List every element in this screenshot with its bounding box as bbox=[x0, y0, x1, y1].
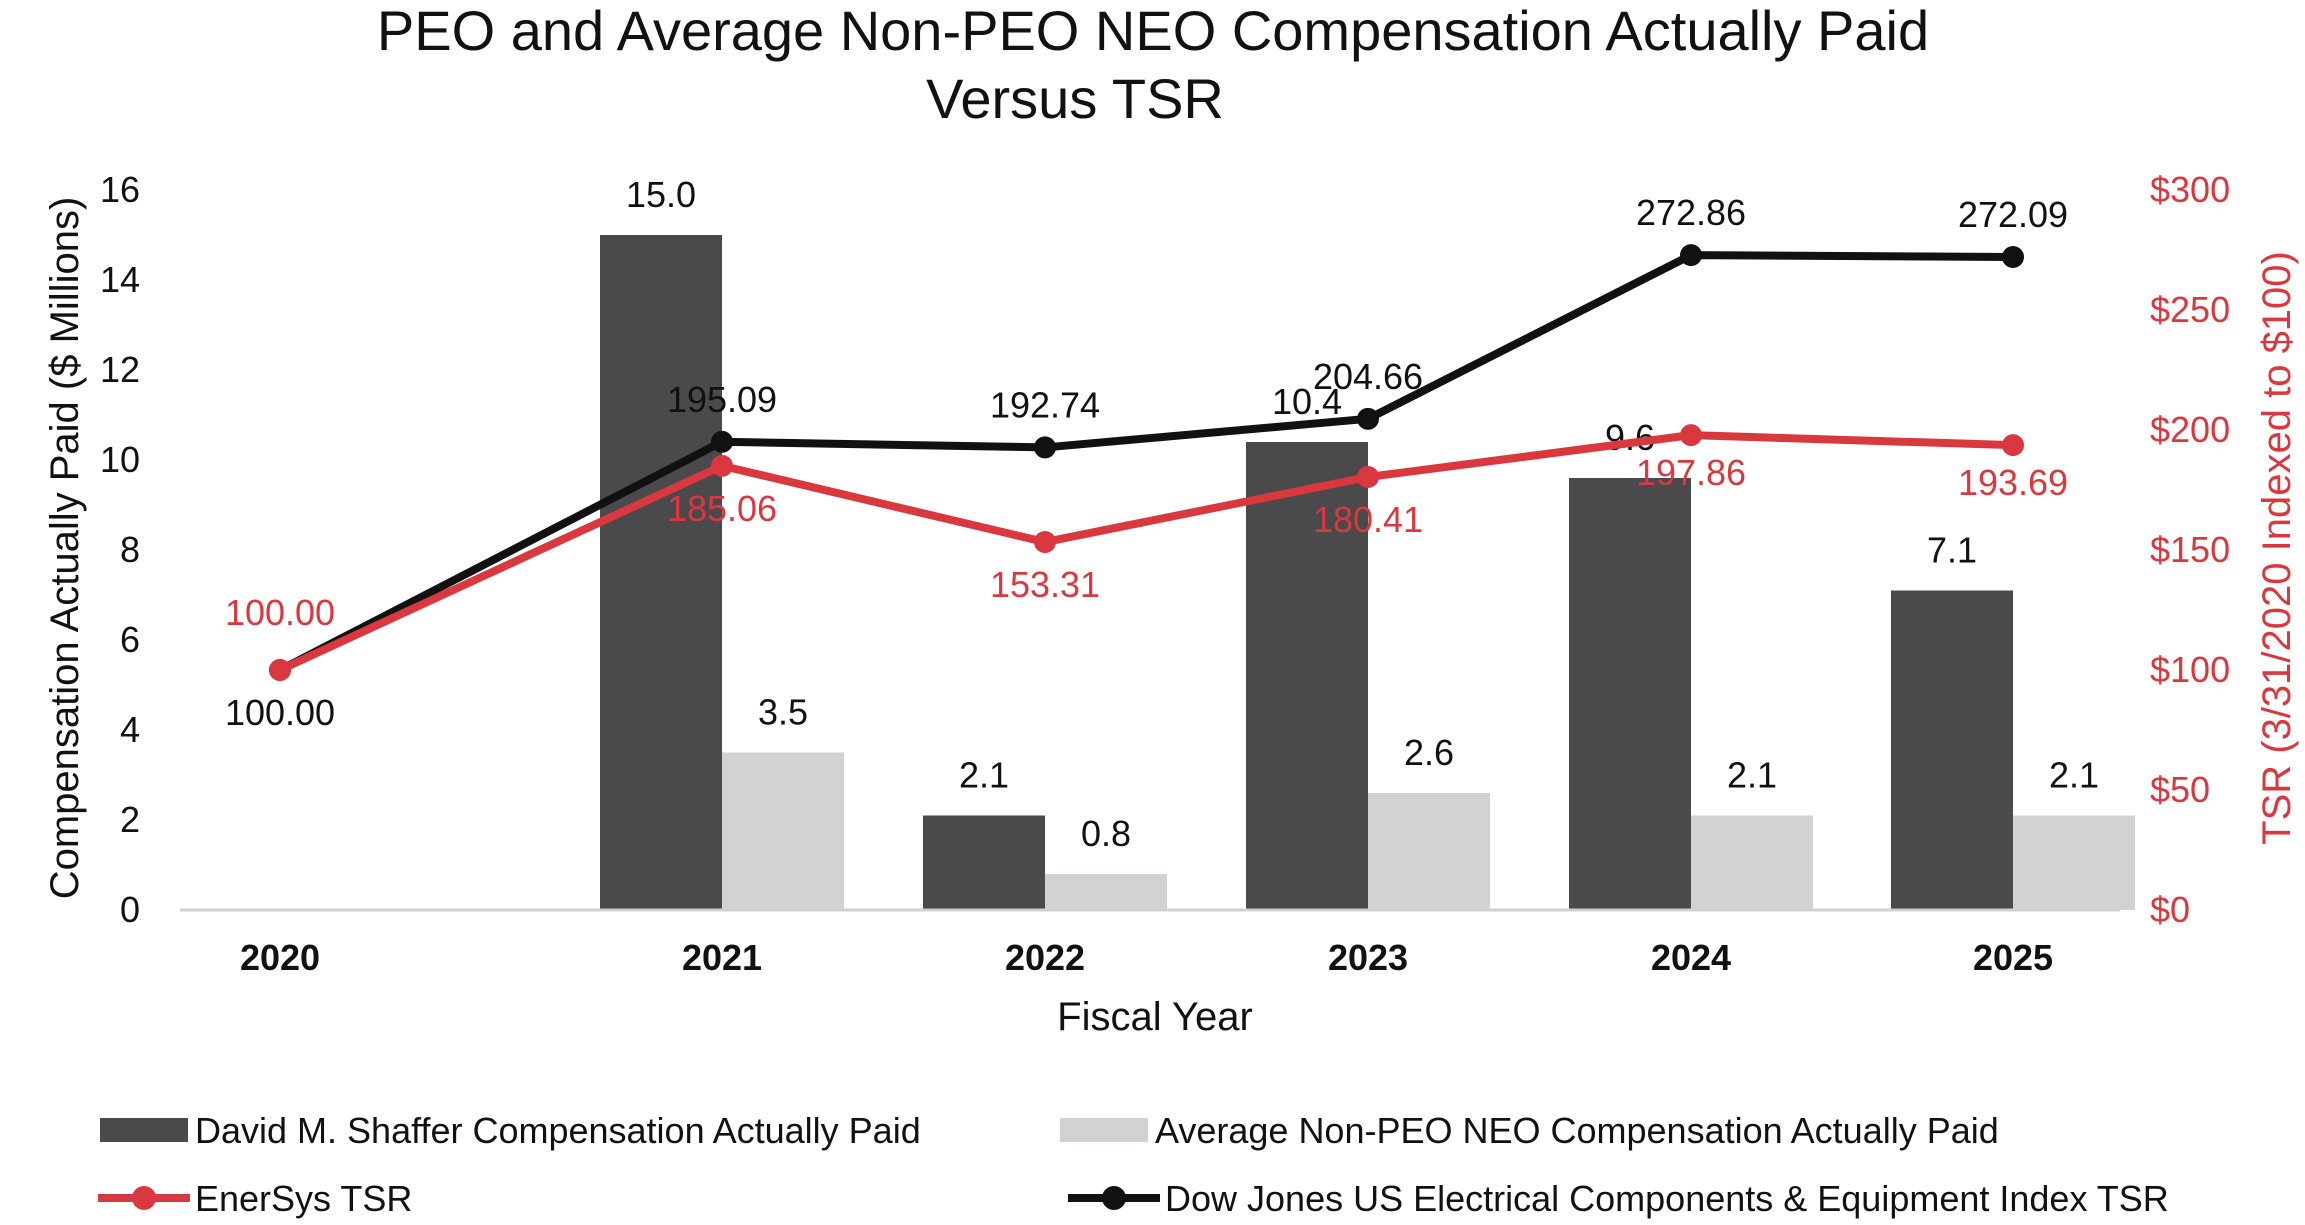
enersys-tsr-label: 100.00 bbox=[225, 592, 335, 633]
y2-tick-label: $200 bbox=[2150, 409, 2230, 450]
enersys-tsr-label: 193.69 bbox=[1958, 462, 2068, 503]
point-enersys-2025 bbox=[2002, 434, 2024, 457]
dow-jones-tsr-label: 204.66 bbox=[1313, 356, 1423, 397]
legend-label-enersys: EnerSys TSR bbox=[195, 1178, 412, 1219]
y2-tick-label: $100 bbox=[2150, 649, 2230, 690]
enersys-tsr-label: 197.86 bbox=[1636, 452, 1746, 493]
x-category-label: 2022 bbox=[1005, 937, 1085, 978]
point-enersys-2021 bbox=[711, 454, 733, 477]
x-category-label: 2024 bbox=[1651, 937, 1731, 978]
chart-title-line1: PEO and Average Non-PEO NEO Compensation… bbox=[377, 0, 1929, 62]
y2-tick-label: $50 bbox=[2150, 769, 2210, 810]
bar-label: 0.8 bbox=[1081, 813, 1131, 854]
legend-swatch-peo bbox=[100, 1118, 188, 1142]
bar-peo-2021 bbox=[600, 235, 722, 910]
x-category-label: 2021 bbox=[682, 937, 762, 978]
line-enersys-tsr bbox=[278, 431, 2014, 674]
legend-label-non-peo: Average Non-PEO NEO Compensation Actuall… bbox=[1155, 1110, 1999, 1151]
enersys-tsr-label: 180.41 bbox=[1313, 499, 1423, 540]
x-category-label: 2023 bbox=[1328, 937, 1408, 978]
point-dow-jones-2024 bbox=[1680, 244, 1702, 267]
point-enersys-2024 bbox=[1680, 424, 1702, 447]
bar-label: 7.1 bbox=[1927, 530, 1977, 571]
x-axis-title: Fiscal Year bbox=[1057, 995, 1253, 1039]
bar-peo-2024 bbox=[1569, 478, 1691, 910]
y-tick-label: 0 bbox=[120, 889, 140, 930]
bar-non-peo-2023 bbox=[1368, 793, 1490, 910]
bar-peo-2025 bbox=[1891, 590, 2013, 910]
bar-peo-2022 bbox=[923, 815, 1045, 910]
legend-swatch-dow-jones-marker bbox=[1102, 1186, 1126, 1210]
legend-swatch-enersys-marker bbox=[132, 1186, 156, 1210]
enersys-tsr-label: 185.06 bbox=[667, 488, 777, 529]
bar-label: 2.6 bbox=[1404, 732, 1454, 773]
dow-jones-tsr-label: 192.74 bbox=[990, 384, 1100, 425]
dow-jones-tsr-label: 272.86 bbox=[1636, 192, 1746, 233]
y-tick-label: 14 bbox=[100, 259, 140, 300]
y-tick-label: 16 bbox=[100, 169, 140, 210]
y-tick-label: 8 bbox=[120, 529, 140, 570]
dow-jones-tsr-label: 272.09 bbox=[1958, 194, 2068, 235]
point-dow-jones-2025 bbox=[2002, 245, 2024, 268]
bar-label: 2.1 bbox=[2049, 755, 2099, 796]
y-tick-label: 6 bbox=[120, 619, 140, 660]
line-dow-jones-tsr bbox=[278, 251, 2014, 674]
bar-peo-2023 bbox=[1246, 442, 1368, 910]
y-tick-label: 2 bbox=[120, 799, 140, 840]
bar-label: 3.5 bbox=[758, 692, 808, 733]
dow-jones-tsr-label: 195.09 bbox=[667, 379, 777, 420]
point-dow-jones-2022 bbox=[1034, 436, 1056, 459]
y-tick-label: 4 bbox=[120, 709, 140, 750]
point-dow-jones-2023 bbox=[1357, 407, 1379, 430]
legend-label-dow-jones: Dow Jones US Electrical Components & Equ… bbox=[1165, 1178, 2169, 1219]
bar-non-peo-2021 bbox=[722, 752, 844, 910]
bar-non-peo-2025 bbox=[2013, 815, 2135, 910]
x-category-label: 2025 bbox=[1973, 937, 2053, 978]
dow-jones-tsr-label: 100.00 bbox=[225, 692, 335, 733]
legend-label-peo: David M. Shaffer Compensation Actually P… bbox=[195, 1110, 921, 1151]
y2-tick-label: $150 bbox=[2150, 529, 2230, 570]
bar-label: 2.1 bbox=[1727, 755, 1777, 796]
point-enersys-2022 bbox=[1034, 531, 1056, 554]
point-enersys-2020 bbox=[269, 659, 291, 681]
y-axis-title: Compensation Actually Paid ($ Millions) bbox=[43, 197, 87, 900]
chart-title-line2: Versus TSR bbox=[926, 67, 1224, 130]
point-enersys-2023 bbox=[1357, 466, 1379, 489]
bar-non-peo-2022 bbox=[1045, 874, 1167, 910]
legend-swatch-non-peo bbox=[1060, 1118, 1148, 1142]
y-tick-label: 10 bbox=[100, 439, 140, 480]
y2-tick-label: $250 bbox=[2150, 289, 2230, 330]
bar-label: 15.0 bbox=[626, 174, 696, 215]
x-category-label: 2020 bbox=[240, 937, 320, 978]
point-dow-jones-2021 bbox=[711, 430, 733, 453]
y2-axis-title: TSR (3/31/2020 Indexed to $100) bbox=[2255, 251, 2299, 845]
y2-tick-label: $300 bbox=[2150, 169, 2230, 210]
bar-label: 2.1 bbox=[959, 755, 1009, 796]
bar-non-peo-2024 bbox=[1691, 815, 1813, 910]
enersys-tsr-label: 153.31 bbox=[990, 564, 1100, 605]
y2-tick-label: $0 bbox=[2150, 889, 2190, 930]
bar-label: 10.4 bbox=[1272, 381, 1342, 422]
y-tick-label: 12 bbox=[100, 349, 140, 390]
